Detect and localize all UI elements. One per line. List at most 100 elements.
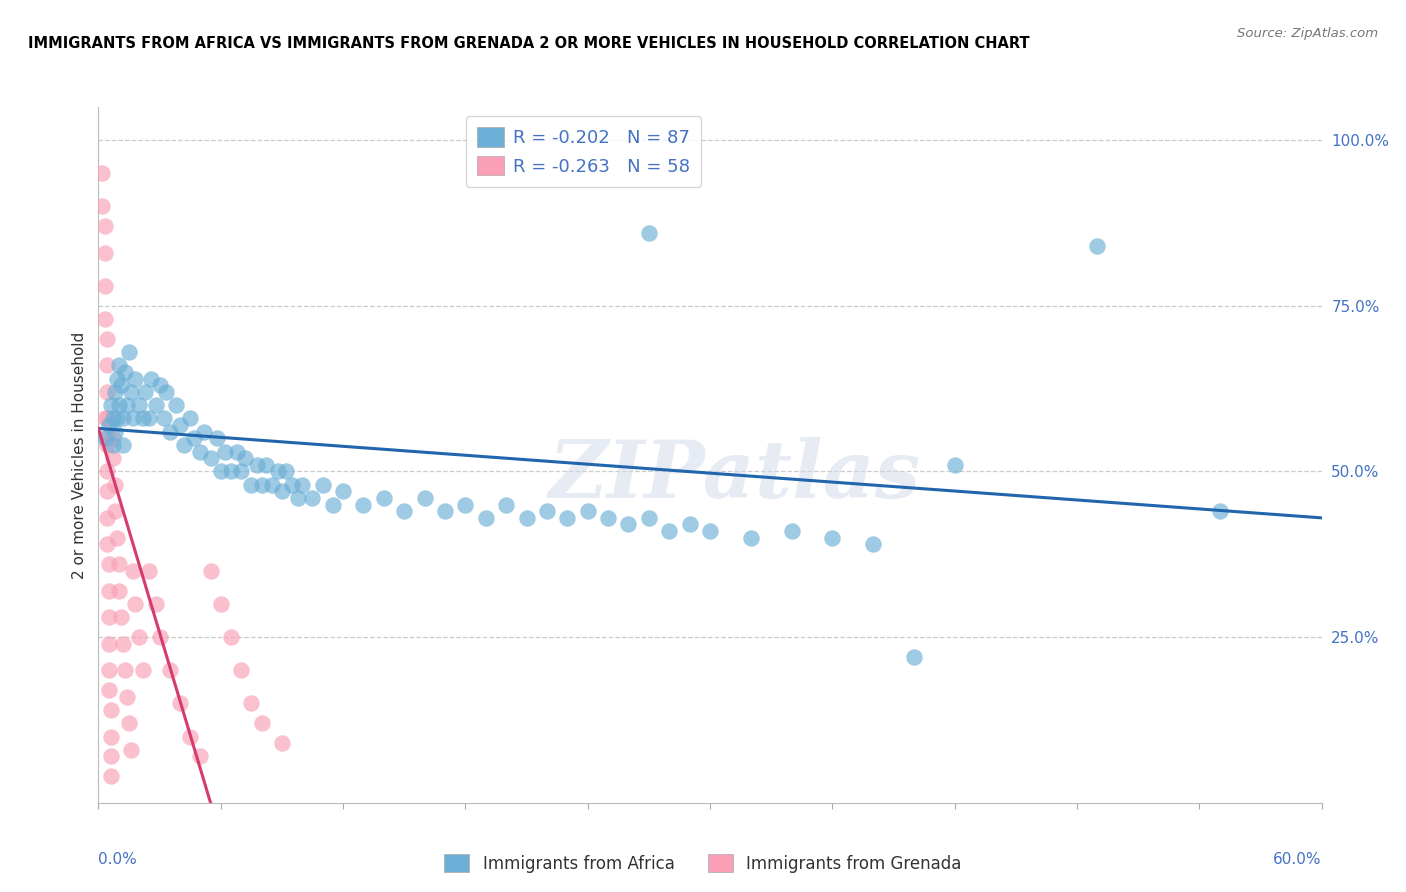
Point — [233, 451, 256, 466]
Point — [93, 245, 115, 260]
Point — [128, 398, 150, 412]
Point — [111, 411, 134, 425]
Point — [96, 431, 118, 445]
Point — [101, 411, 124, 425]
Point — [108, 583, 131, 598]
Point — [598, 511, 620, 525]
Point — [392, 504, 416, 518]
Point — [108, 558, 131, 572]
Point — [100, 769, 122, 783]
Point — [111, 637, 134, 651]
Point — [188, 444, 212, 458]
Point — [169, 697, 191, 711]
Point — [617, 517, 640, 532]
Point — [536, 504, 558, 518]
Point — [149, 630, 172, 644]
Point — [110, 610, 132, 624]
Point — [250, 716, 273, 731]
Point — [96, 359, 118, 373]
Text: 0.0%: 0.0% — [98, 852, 138, 866]
Point — [209, 597, 232, 611]
Point — [270, 736, 294, 750]
Point — [149, 378, 172, 392]
Point — [576, 504, 599, 518]
Point — [118, 716, 141, 731]
Point — [165, 398, 187, 412]
Point — [274, 465, 297, 479]
Point — [100, 730, 122, 744]
Point — [97, 637, 120, 651]
Point — [132, 663, 155, 677]
Point — [209, 465, 232, 479]
Point — [159, 663, 181, 677]
Point — [454, 498, 477, 512]
Point — [105, 411, 128, 425]
Point — [91, 166, 114, 180]
Point — [96, 465, 118, 479]
Point — [105, 531, 128, 545]
Point — [862, 537, 884, 551]
Point — [495, 498, 517, 512]
Point — [169, 418, 191, 433]
Point — [658, 524, 681, 538]
Point — [97, 558, 120, 572]
Text: IMMIGRANTS FROM AFRICA VS IMMIGRANTS FROM GRENADA 2 OR MORE VEHICLES IN HOUSEHOL: IMMIGRANTS FROM AFRICA VS IMMIGRANTS FRO… — [28, 36, 1029, 51]
Point — [740, 531, 762, 545]
Point — [138, 411, 160, 425]
Point — [122, 564, 145, 578]
Point — [100, 749, 122, 764]
Point — [474, 511, 498, 525]
Point — [93, 411, 115, 425]
Point — [111, 438, 134, 452]
Point — [267, 465, 290, 479]
Point — [96, 384, 118, 399]
Text: ZIPatlas: ZIPatlas — [548, 437, 921, 515]
Point — [124, 372, 146, 386]
Point — [219, 630, 242, 644]
Point — [219, 465, 242, 479]
Point — [97, 418, 120, 433]
Point — [101, 438, 124, 452]
Point — [638, 511, 661, 525]
Point — [120, 743, 142, 757]
Point — [155, 384, 177, 399]
Point — [100, 398, 122, 412]
Point — [91, 199, 114, 213]
Point — [291, 477, 314, 491]
Point — [118, 345, 141, 359]
Point — [312, 477, 335, 491]
Text: Source: ZipAtlas.com: Source: ZipAtlas.com — [1237, 27, 1378, 40]
Point — [104, 425, 127, 439]
Point — [1085, 239, 1108, 253]
Point — [110, 378, 132, 392]
Point — [413, 491, 436, 505]
Point — [97, 683, 120, 698]
Point — [104, 384, 127, 399]
Point — [943, 458, 966, 472]
Point — [287, 491, 309, 505]
Point — [193, 425, 215, 439]
Point — [1209, 504, 1232, 518]
Point — [332, 484, 354, 499]
Point — [96, 332, 118, 346]
Point — [214, 444, 236, 458]
Point — [638, 226, 661, 240]
Point — [96, 438, 118, 452]
Point — [322, 498, 344, 512]
Point — [124, 597, 146, 611]
Point — [240, 697, 263, 711]
Y-axis label: 2 or more Vehicles in Household: 2 or more Vehicles in Household — [72, 331, 87, 579]
Point — [101, 451, 124, 466]
Point — [260, 477, 283, 491]
Point — [226, 444, 249, 458]
Text: 60.0%: 60.0% — [1274, 852, 1322, 866]
Point — [128, 630, 150, 644]
Point — [97, 583, 120, 598]
Point — [115, 690, 138, 704]
Point — [246, 458, 269, 472]
Point — [152, 411, 174, 425]
Point — [122, 411, 145, 425]
Point — [301, 491, 323, 505]
Point — [903, 650, 925, 665]
Point — [188, 749, 212, 764]
